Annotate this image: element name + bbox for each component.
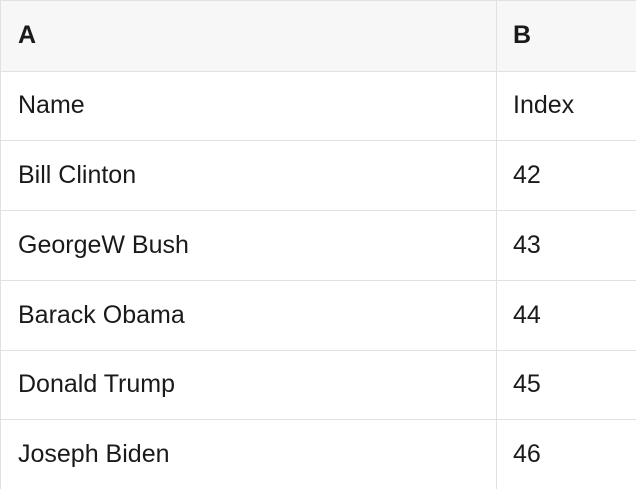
table-cell-a4[interactable]: Barack Obama [1,280,497,350]
table-cell-b2[interactable]: 42 [513,161,541,190]
table-cell-a6[interactable]: Joseph Biden [1,420,497,489]
table-cell-a1[interactable]: Name [1,71,497,141]
table-cell-a2[interactable]: Bill Clinton [1,141,497,211]
table-row: Barack Obama 44 [1,280,636,351]
table-cell-b3[interactable]: 43 [513,230,541,259]
table-cell-b6[interactable]: 46 [513,440,541,469]
table-cell-a5[interactable]: Donald Trump [1,350,497,420]
table-cell-a3[interactable]: GeorgeW Bush [1,211,497,280]
table-row: Bill Clinton 42 [1,141,636,212]
table-row: GeorgeW Bush 43 [1,211,636,281]
column-header-b[interactable]: B [513,21,532,50]
table-row: Name Index [1,71,636,142]
column-header-row: A B [1,1,636,72]
table-body: Name Index Bill Clinton 42 GeorgeW Bush 43 Bar… [1,71,636,489]
table-cell-b1[interactable]: Index [513,91,575,120]
table-row: Joseph Biden 46 [1,420,636,489]
column-header-a[interactable]: A [1,1,497,71]
table-cell-b4[interactable]: 44 [513,300,541,329]
table-cell-b5[interactable]: 45 [513,370,541,399]
table-row: Donald Trump 45 [1,350,636,421]
